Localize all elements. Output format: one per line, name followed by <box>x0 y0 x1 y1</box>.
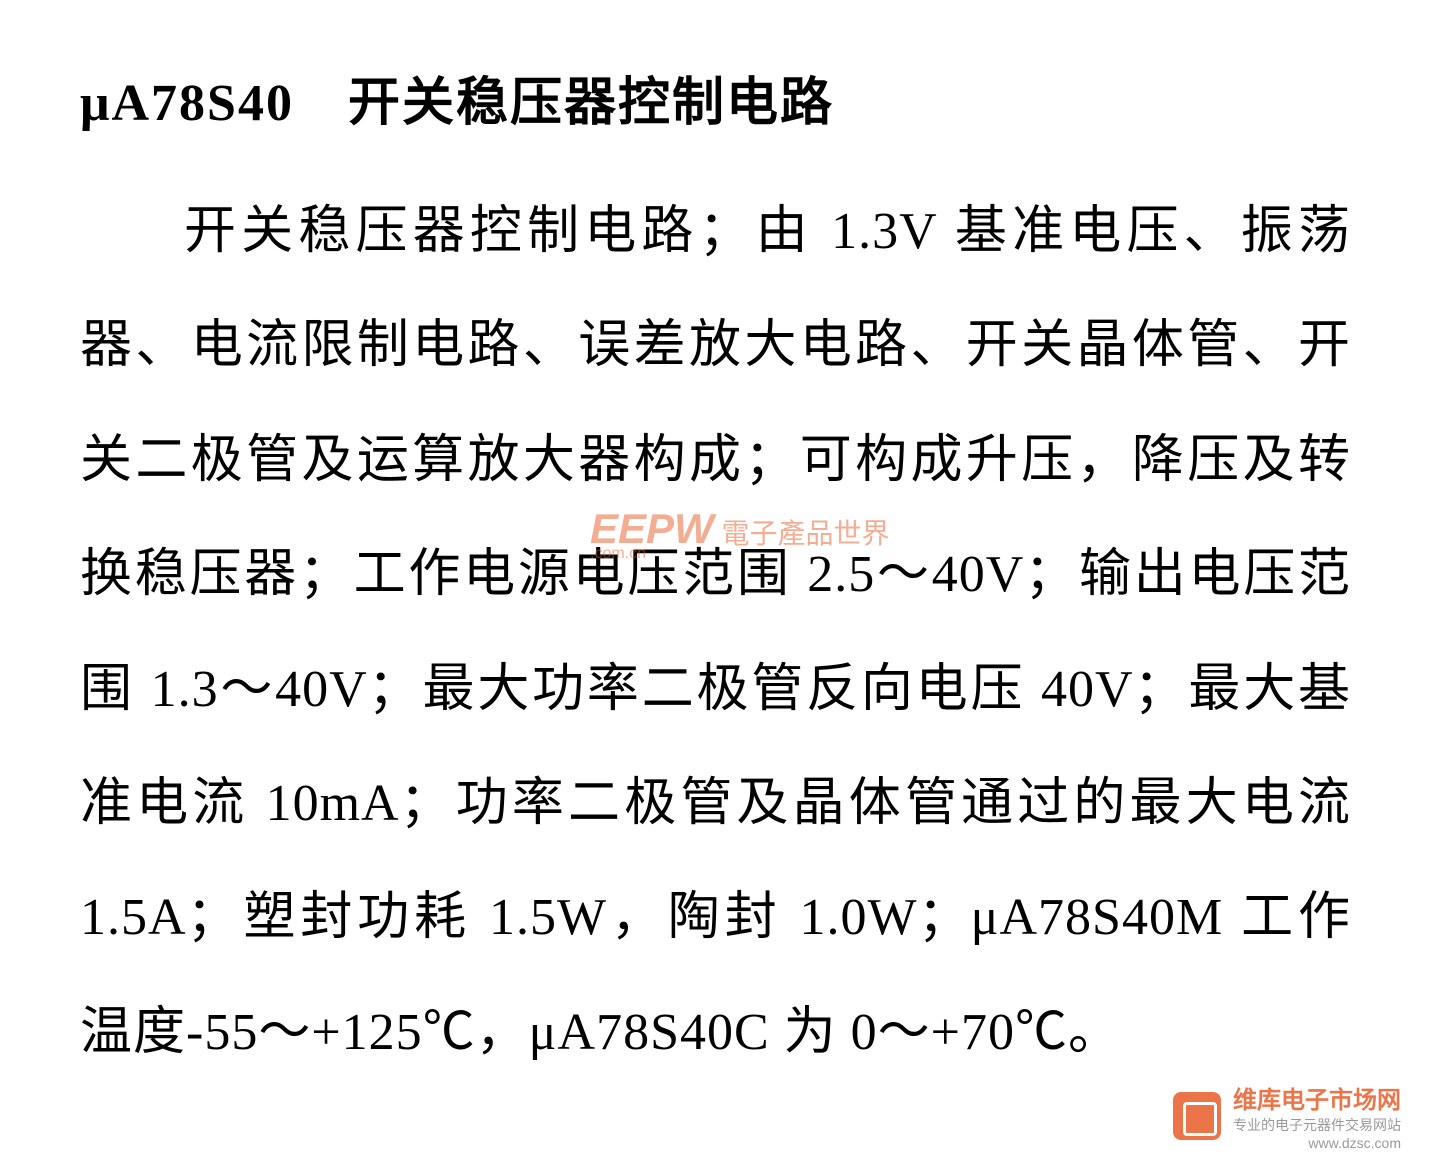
document-body: 开关稳压器控制电路；由 1.3V 基准电压、振荡器、电流限制电路、误差放大电路、… <box>80 175 1351 1090</box>
document-title: μA78S40 开关稳压器控制电路 <box>80 60 1351 135</box>
watermark-weiku: 维库电子市场网 专业的电子元器件交易网站 www.dzsc.com <box>1173 1080 1401 1151</box>
watermark-weiku-title: 维库电子市场网 <box>1233 1087 1401 1114</box>
chip-icon <box>1173 1092 1221 1140</box>
watermark-weiku-url: www.dzsc.com <box>1233 1135 1401 1151</box>
watermark-weiku-subtitle: 专业的电子元器件交易网站 <box>1233 1115 1401 1135</box>
watermark-weiku-text: 维库电子市场网 专业的电子元器件交易网站 www.dzsc.com <box>1233 1080 1401 1151</box>
